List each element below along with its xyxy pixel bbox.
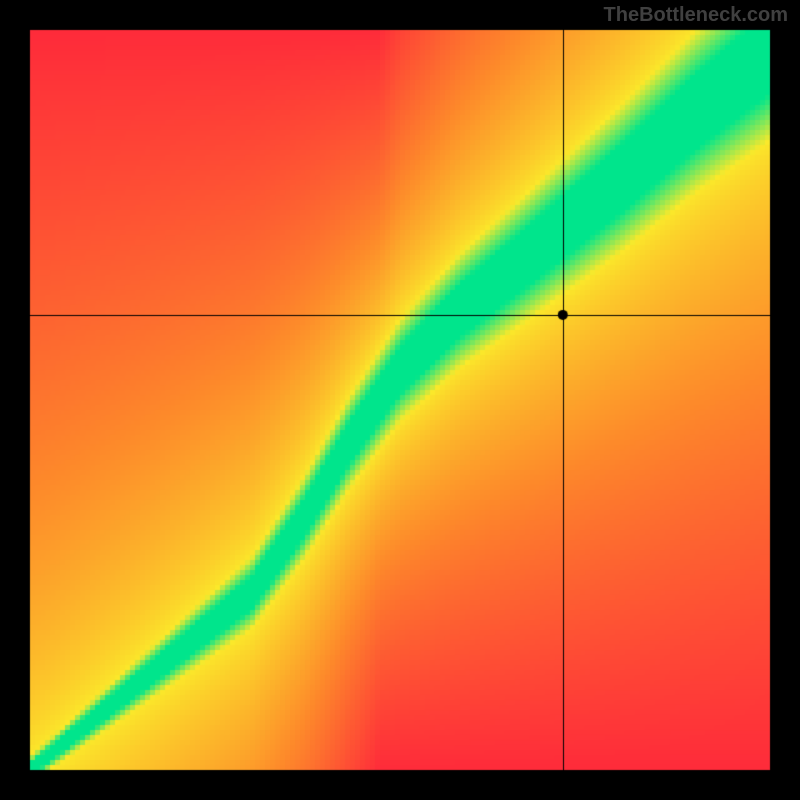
watermark-text: TheBottleneck.com [604,4,788,27]
bottleneck-heatmap [0,0,800,800]
chart-container: TheBottleneck.com [0,0,800,800]
